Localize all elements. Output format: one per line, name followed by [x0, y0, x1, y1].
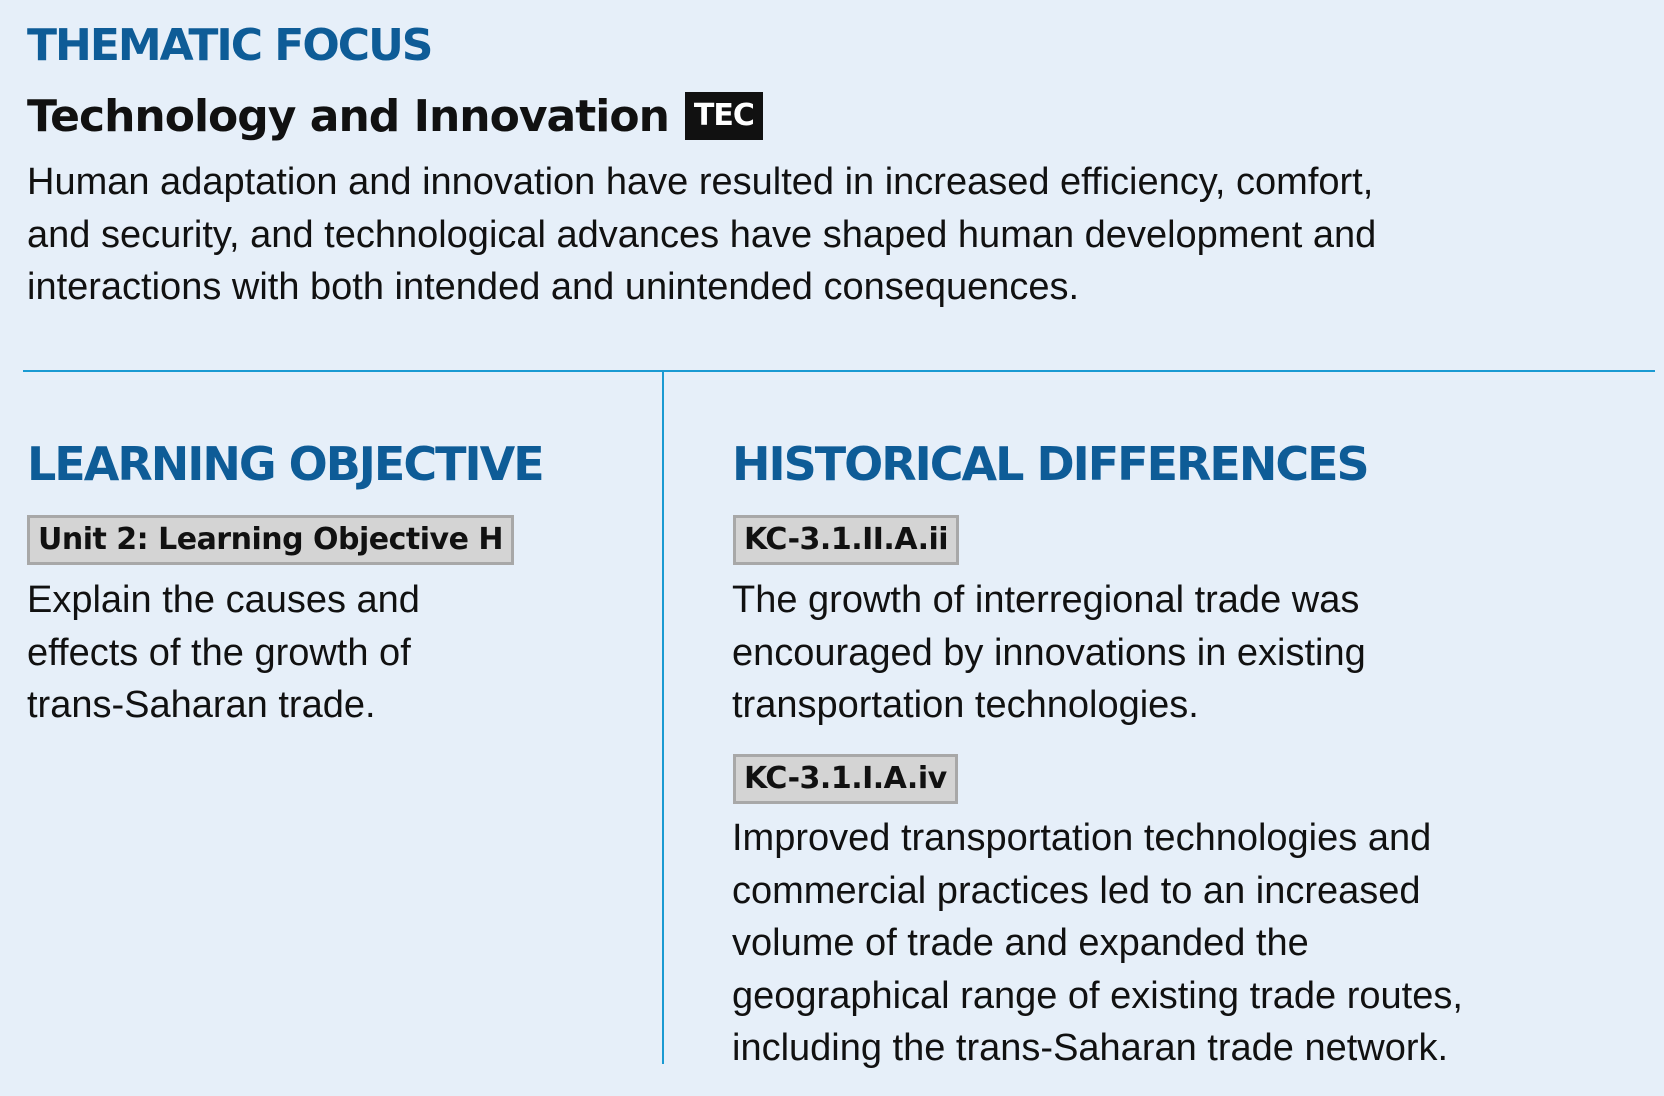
theme-description: Human adaptation and innovation have res…: [27, 156, 1637, 314]
key-concept-line: transportation technologies.: [732, 684, 1199, 726]
key-concept-tag: KC-3.1.I.A.iv: [733, 754, 958, 804]
key-concept-line: Improved transportation technologies and: [732, 817, 1432, 859]
theme-badge: TEC: [684, 92, 763, 140]
learning-objective-tag: Unit 2: Learning Objective H: [27, 515, 514, 565]
learning-objective-text: Explain the causes and effects of the gr…: [27, 574, 420, 732]
theme-title-row: Technology and Innovation TEC: [27, 84, 763, 148]
horizontal-divider: [23, 370, 1655, 372]
key-concept-line: including the trans-Saharan trade networ…: [732, 1027, 1449, 1069]
key-concept-text: Improved transportation technologies and…: [732, 812, 1463, 1075]
learning-objective-line: Explain the causes and: [27, 579, 420, 621]
key-concept-tag: KC-3.1.II.A.ii: [733, 515, 960, 565]
key-concept-line: geographical range of existing trade rou…: [732, 974, 1463, 1017]
learning-objective-heading: LEARNING OBJECTIVE: [27, 437, 545, 491]
key-concept-line: The growth of interregional trade was: [732, 579, 1360, 621]
theme-title: Technology and Innovation: [27, 90, 670, 142]
key-concept-line: encouraged by innovations in existing: [732, 631, 1366, 674]
key-concept-text: The growth of interregional trade was en…: [732, 574, 1366, 732]
historical-differences-heading: HISTORICAL DIFFERENCES: [732, 437, 1370, 491]
theme-description-line: interactions with both intended and unin…: [27, 266, 1080, 308]
theme-description-line: and security, and technological advances…: [27, 213, 1377, 256]
vertical-divider: [662, 372, 664, 1064]
learning-objective-line: trans-Saharan trade.: [27, 684, 376, 726]
theme-description-line: Human adaptation and innovation have res…: [27, 161, 1374, 203]
key-concept-line: volume of trade and expanded the: [732, 922, 1309, 964]
learning-objective-line: effects of the growth of: [27, 631, 411, 674]
key-concept-line: commercial practices led to an increased: [732, 869, 1421, 912]
thematic-focus-heading: THEMATIC FOCUS: [27, 20, 433, 71]
